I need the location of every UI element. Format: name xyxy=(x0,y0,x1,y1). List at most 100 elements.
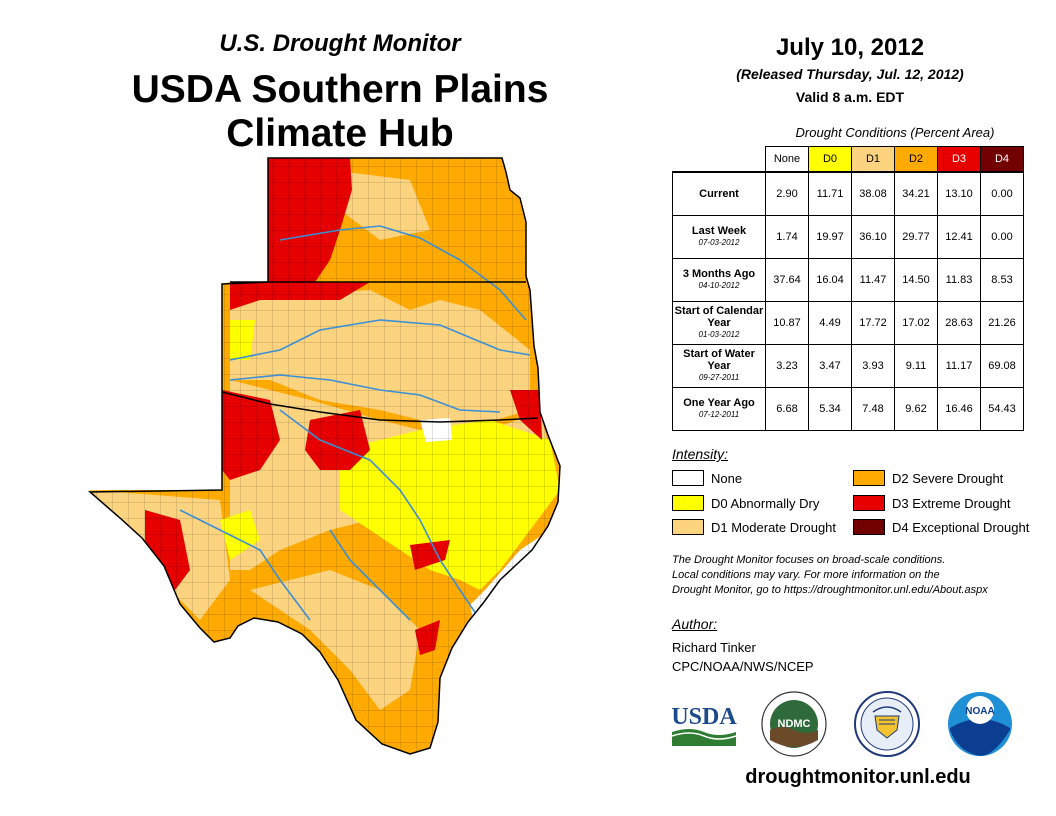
col-d4: D4 xyxy=(980,146,1024,173)
table-cell: 29.77 xyxy=(894,215,938,259)
note-line: Local conditions may vary. For more info… xyxy=(672,569,940,581)
row-label: Start of Calendar Year 01-03-2012 xyxy=(672,301,766,345)
table-cell: 11.83 xyxy=(937,258,981,302)
legend-label: D0 Abnormally Dry xyxy=(711,495,820,511)
noaa-logo: NOAA xyxy=(948,692,1012,756)
col-d1: D1 xyxy=(851,146,895,173)
legend-swatch xyxy=(672,495,704,511)
table-cell: 37.64 xyxy=(765,258,809,302)
table-cell: 12.41 xyxy=(937,215,981,259)
author-info: Richard Tinker CPC/NOAA/NWS/NCEP xyxy=(672,638,814,676)
legend-item-d1: D1 Moderate Drought xyxy=(672,519,836,535)
legend-label: D3 Extreme Drought xyxy=(892,495,1011,511)
table-cell: 9.62 xyxy=(894,387,938,431)
col-d0: D0 xyxy=(808,146,852,173)
table-cell: 17.02 xyxy=(894,301,938,345)
author-name: Richard Tinker xyxy=(672,640,756,655)
table-cell: 6.68 xyxy=(765,387,809,431)
table-row: Last Week 07-03-2012 1.74 19.97 36.10 29.… xyxy=(672,215,1024,259)
table-cell: 19.97 xyxy=(808,215,852,259)
drought-conditions-table: None D0 D1 D2 D3 D4 Current 2.90 11.71 3… xyxy=(672,146,1024,431)
table-cell: 28.63 xyxy=(937,301,981,345)
table-cell: 11.71 xyxy=(808,171,852,216)
row-label: 3 Months Ago 04-10-2012 xyxy=(672,258,766,302)
table-cell: 0.00 xyxy=(980,215,1024,259)
row-label: One Year Ago 07-12-2011 xyxy=(672,387,766,431)
commerce-seal-logo xyxy=(854,691,920,757)
legend-swatch xyxy=(672,470,704,486)
legend-item-d0: D0 Abnormally Dry xyxy=(672,495,819,511)
table-cell: 7.48 xyxy=(851,387,895,431)
table-corner xyxy=(672,146,766,173)
table-cell: 16.46 xyxy=(937,387,981,431)
table-cell: 3.93 xyxy=(851,344,895,388)
table-cell: 38.08 xyxy=(851,171,895,216)
ndmc-logo: NDMC xyxy=(761,691,827,757)
table-cell: 11.47 xyxy=(851,258,895,302)
col-d2: D2 xyxy=(894,146,938,173)
svg-text:NOAA: NOAA xyxy=(965,706,994,717)
release-date: (Released Thursday, Jul. 12, 2012) xyxy=(736,66,964,82)
table-header-row: None D0 D1 D2 D3 D4 xyxy=(672,146,1024,173)
author-label: Author: xyxy=(672,616,718,632)
col-d3: D3 xyxy=(937,146,981,173)
note-line: Drought Monitor, go to https://droughtmo… xyxy=(672,584,988,596)
table-cell: 3.23 xyxy=(765,344,809,388)
legend-swatch xyxy=(853,519,885,535)
col-none: None xyxy=(765,146,809,173)
svg-text:NDMC: NDMC xyxy=(778,718,811,730)
svg-text:USDA: USDA xyxy=(671,704,737,730)
table-cell: 8.53 xyxy=(980,258,1024,302)
row-label: Start of Water Year 09-27-2011 xyxy=(672,344,766,388)
drought-monitor-note: The Drought Monitor focuses on broad-sca… xyxy=(672,553,1042,598)
table-cell: 3.47 xyxy=(808,344,852,388)
table-cell: 4.49 xyxy=(808,301,852,345)
map-title-line2: Climate Hub xyxy=(226,112,454,155)
valid-time: Valid 8 a.m. EDT xyxy=(795,89,905,105)
legend-label: D1 Moderate Drought xyxy=(711,519,837,535)
table-row: Start of Water Year 09-27-2011 3.23 3.47 … xyxy=(672,344,1024,388)
table-cell: 21.26 xyxy=(980,301,1024,345)
table-cell: 16.04 xyxy=(808,258,852,302)
legend-label: None xyxy=(711,470,743,486)
map-subtitle: U.S. Drought Monitor xyxy=(219,30,461,57)
table-cell: 17.72 xyxy=(851,301,895,345)
table-cell: 11.17 xyxy=(937,344,981,388)
table-cell: 5.34 xyxy=(808,387,852,431)
table-cell: 34.21 xyxy=(894,171,938,216)
table-cell: 54.43 xyxy=(980,387,1024,431)
legend-item-none: None xyxy=(672,470,742,486)
note-line: The Drought Monitor focuses on broad-sca… xyxy=(672,554,946,566)
legend-label: D4 Exceptional Drought xyxy=(892,519,1030,535)
table-cell: 69.08 xyxy=(980,344,1024,388)
author-org: CPC/NOAA/NWS/NCEP xyxy=(672,659,814,674)
map-date: July 10, 2012 xyxy=(775,34,925,61)
table-cell: 1.74 xyxy=(765,215,809,259)
table-cell: 0.00 xyxy=(980,171,1024,216)
usda-logo: USDA xyxy=(671,704,737,746)
legend-swatch xyxy=(853,495,885,511)
legend-label: D2 Severe Drought xyxy=(892,470,1004,486)
row-label: Last Week 07-03-2012 xyxy=(672,215,766,259)
table-cell: 14.50 xyxy=(894,258,938,302)
map-title: USDA Southern Plains Climate Hub xyxy=(80,68,600,156)
table-cell: 36.10 xyxy=(851,215,895,259)
table-cell: 2.90 xyxy=(765,171,809,216)
footer-site-link[interactable]: droughtmonitor.unl.edu xyxy=(745,766,971,788)
table-cell: 13.10 xyxy=(937,171,981,216)
row-label: Current xyxy=(672,171,766,216)
table-cell: 10.87 xyxy=(765,301,809,345)
legend-title: Intensity: xyxy=(672,446,729,462)
table-cell: 9.11 xyxy=(894,344,938,388)
table-title: Drought Conditions (Percent Area) xyxy=(795,125,995,140)
legend-item-d3: D3 Extreme Drought xyxy=(853,495,1011,511)
legend-item-d4: D4 Exceptional Drought xyxy=(853,519,1029,535)
table-row: Current 2.90 11.71 38.08 34.21 13.10 0.0… xyxy=(672,171,1024,216)
legend-item-d2: D2 Severe Drought xyxy=(853,470,1003,486)
table-row: 3 Months Ago 04-10-2012 37.64 16.04 11.47… xyxy=(672,258,1024,302)
drought-map xyxy=(88,157,561,755)
map-title-line1: USDA Southern Plains xyxy=(131,68,549,111)
legend-swatch xyxy=(853,470,885,486)
legend-swatch xyxy=(672,519,704,535)
table-row: One Year Ago 07-12-2011 6.68 5.34 7.48 9.… xyxy=(672,387,1024,431)
